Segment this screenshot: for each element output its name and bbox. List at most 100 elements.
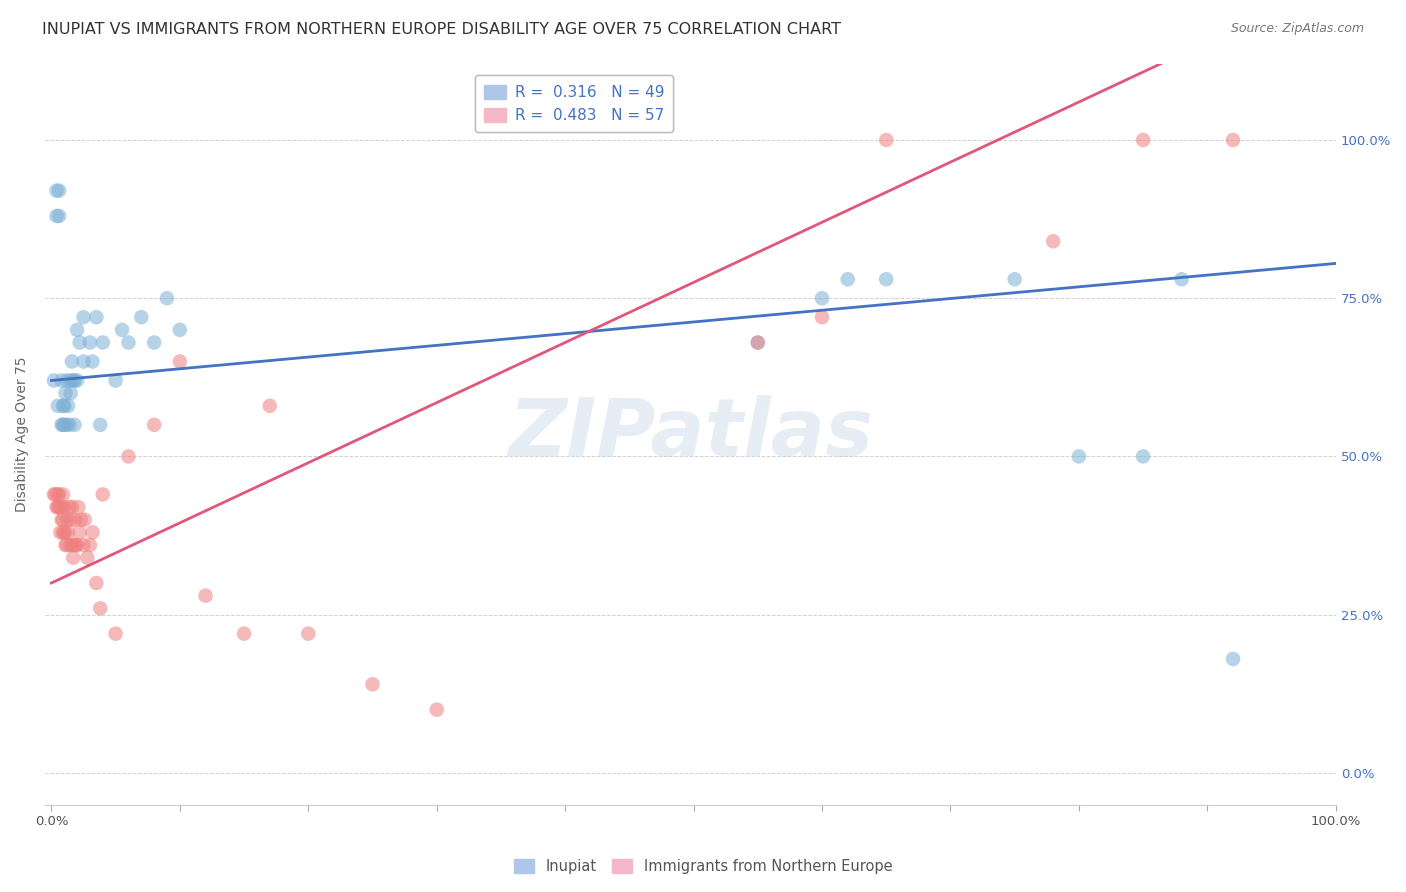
Point [104,374,127,388]
Point [143,417,166,432]
Point [55,538,77,552]
Point [46,399,69,413]
Point [53,417,76,432]
Point [837,272,859,286]
Point [169,354,191,368]
Point [82,354,104,368]
Point [56,417,79,432]
Point [45,500,67,514]
Point [51,513,73,527]
Point [62,374,84,388]
Point [66,323,89,337]
Point [56,374,79,388]
Point [60,500,83,514]
Point [51,417,73,432]
Point [1067,450,1090,464]
Point [45,184,67,198]
Point [62,550,84,565]
Y-axis label: Disability Age Over 75: Disability Age Over 75 [15,357,30,512]
Point [156,291,179,305]
Point [60,538,83,552]
Point [52,487,75,501]
Point [53,525,76,540]
Point [49,525,72,540]
Point [129,310,152,325]
Point [58,500,80,514]
Point [45,209,67,223]
Legend: R =  0.316   N = 49, R =  0.483   N = 57: R = 0.316 N = 49, R = 0.483 N = 57 [475,76,673,132]
Point [51,500,73,514]
Point [194,589,217,603]
Point [426,703,449,717]
Text: Source: ZipAtlas.com: Source: ZipAtlas.com [1230,22,1364,36]
Point [86,576,108,591]
Point [89,601,111,615]
Point [63,417,86,432]
Point [89,417,111,432]
Point [48,500,70,514]
Point [875,133,897,147]
Point [48,209,70,223]
Point [72,354,94,368]
Point [66,374,89,388]
Point [53,399,76,413]
Point [67,500,90,514]
Point [66,538,89,552]
Point [1170,272,1192,286]
Point [52,417,75,432]
Point [76,550,98,565]
Text: INUPIAT VS IMMIGRANTS FROM NORTHERN EUROPE DISABILITY AGE OVER 75 CORRELATION CH: INUPIAT VS IMMIGRANTS FROM NORTHERN EURO… [42,22,841,37]
Point [46,500,69,514]
Point [1132,450,1154,464]
Point [51,374,73,388]
Point [91,487,114,501]
Point [747,335,769,350]
Point [55,525,77,540]
Point [233,626,256,640]
Point [79,335,101,350]
Point [86,310,108,325]
Point [259,399,281,413]
Point [63,513,86,527]
Legend: Inupiat, Immigrants from Northern Europe: Inupiat, Immigrants from Northern Europe [508,854,898,880]
Point [59,513,82,527]
Point [169,323,191,337]
Point [811,291,834,305]
Point [56,538,79,552]
Point [1132,133,1154,147]
Point [73,513,96,527]
Point [59,538,82,552]
Point [63,538,86,552]
Point [117,335,139,350]
Point [1042,234,1064,248]
Point [117,450,139,464]
Point [1222,652,1244,666]
Point [79,538,101,552]
Point [46,487,69,501]
Point [44,487,66,501]
Point [55,386,77,401]
Point [361,677,384,691]
Point [747,335,769,350]
Point [70,513,93,527]
Point [1004,272,1026,286]
Point [63,374,86,388]
Point [104,626,127,640]
Point [48,487,70,501]
Point [56,513,79,527]
Point [143,335,166,350]
Point [811,310,834,325]
Point [52,399,75,413]
Point [91,335,114,350]
Point [56,525,79,540]
Point [1222,133,1244,147]
Point [72,538,94,552]
Point [69,525,91,540]
Point [65,538,87,552]
Point [59,386,82,401]
Point [60,354,83,368]
Point [72,310,94,325]
Point [42,374,65,388]
Point [58,417,80,432]
Point [59,374,82,388]
